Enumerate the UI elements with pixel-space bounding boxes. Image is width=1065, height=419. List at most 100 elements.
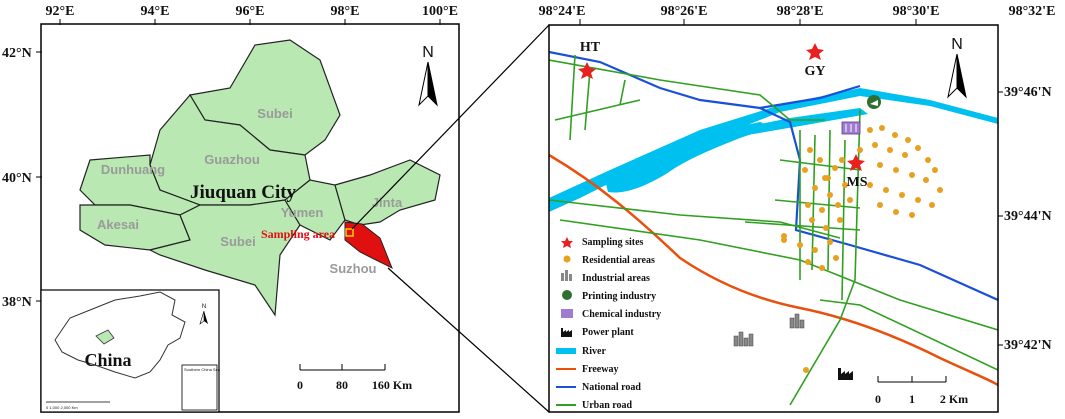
region-label: Guazhou	[204, 152, 260, 167]
inset-scale-text: 0 1,000 2,000 Km	[46, 405, 78, 410]
china-inset: Southern China Sea China N 0 1,000 2,000…	[40, 289, 221, 413]
lon-tick: 98°24'E	[539, 4, 586, 19]
site-label-ht: HT	[580, 40, 601, 55]
national-road	[549, 50, 998, 302]
inset-scs-box	[181, 364, 218, 411]
urban-roads	[549, 54, 998, 406]
dot-icon	[563, 255, 571, 263]
left-lat-ticks: 42°N 40°N 38°N	[2, 46, 42, 310]
right-lon-ticks: 98°24'E 98°26'E 98°28'E 98°30'E 98°32'E	[539, 4, 1056, 25]
region-label: Subei	[257, 106, 292, 121]
lon-tick: 98°28'E	[777, 4, 824, 19]
connector-line	[351, 24, 550, 230]
printing-icon	[562, 290, 572, 300]
lat-tick: 38°N	[2, 295, 32, 310]
national-road-north	[759, 84, 861, 110]
river	[549, 88, 998, 212]
legend-item: Sampling sites	[561, 237, 644, 248]
site-label-gy: GY	[805, 64, 826, 79]
lat-tick: 40°N	[2, 171, 32, 186]
legend-label: River	[582, 346, 606, 357]
legend-label: Industrial areas	[582, 273, 650, 284]
region-label: Subei	[220, 234, 255, 249]
lon-tick: 100°E	[422, 4, 458, 19]
site-label-ms: MS	[847, 175, 868, 190]
star-icon	[561, 237, 573, 248]
legend-item: Urban road	[556, 400, 633, 411]
sampling-area-label: Sampling area	[261, 227, 335, 241]
legend-item: Chemical industry	[561, 309, 661, 320]
river-branch	[720, 108, 868, 138]
scale-tick: 1	[909, 392, 915, 406]
legend-label: Chemical industry	[582, 309, 661, 320]
left-map-frame	[40, 23, 460, 413]
left-north-arrow-icon: N	[418, 44, 438, 107]
legend-label: Power plant	[582, 327, 634, 338]
sampling-box	[345, 228, 354, 237]
inset-scs-label: Southern China Sea	[184, 367, 221, 372]
lat-tick: 42°N	[2, 46, 32, 61]
factory-icon	[561, 328, 572, 337]
legend-item: Printing industry	[562, 290, 656, 302]
connector-line	[387, 267, 550, 413]
legend-item: Industrial areas	[561, 270, 650, 284]
region-label: Yumen	[281, 205, 324, 220]
legend-item: National road	[556, 382, 641, 393]
lon-tick: 98°26'E	[661, 4, 708, 19]
left-scale-bar: 0 80 160 Km	[297, 364, 412, 392]
lon-tick: 94°E	[141, 4, 170, 19]
legend-label: Sampling sites	[582, 237, 644, 248]
site-star-gy	[806, 43, 824, 60]
legend-item: Freeway	[556, 364, 618, 375]
lon-tick: 96°E	[236, 4, 265, 19]
lon-tick: 98°32'E	[1009, 4, 1056, 19]
right-map: 98°24'E 98°26'E 98°28'E 98°30'E 98°32'E …	[539, 4, 1056, 413]
right-north-arrow-icon: N	[947, 36, 967, 99]
region-label: Jinta	[372, 195, 403, 210]
region-label: Suzhou	[330, 261, 377, 276]
scale-tick: 160 Km	[372, 378, 412, 392]
lon-tick: 92°E	[46, 4, 75, 19]
lat-tick: 39°46'N	[1004, 85, 1052, 100]
scale-tick: 2 Km	[940, 392, 968, 406]
inset-china-label: China	[84, 350, 131, 370]
building-icon	[561, 270, 572, 281]
industrial-areas-icon	[733, 313, 805, 347]
legend-label: Urban road	[582, 400, 633, 411]
legend-item: Power plant	[561, 327, 634, 338]
residential-dots	[781, 125, 943, 373]
freeway	[549, 153, 998, 387]
region-subei-south	[148, 199, 301, 317]
legend-label: National road	[582, 382, 641, 393]
right-scale-bar: 0 1 2 Km	[875, 376, 968, 406]
site-star-ht	[578, 62, 596, 79]
power-plant-icon	[838, 368, 853, 380]
sampling-sites	[578, 43, 865, 171]
lon-tick: 98°E	[331, 4, 360, 19]
lat-tick: 39°42'N	[1004, 338, 1052, 353]
printing-industry-icon	[867, 95, 881, 109]
river-swatch	[556, 348, 576, 354]
legend: Sampling sites Residential areas Industr…	[556, 237, 661, 411]
north-label: N	[951, 36, 963, 53]
left-lon-ticks: 92°E 94°E 96°E 98°E 100°E	[46, 4, 458, 25]
jiuquan-regions	[79, 39, 441, 317]
north-label: N	[422, 44, 434, 61]
lake	[605, 122, 764, 193]
lon-tick: 98°30'E	[893, 4, 940, 19]
inset-highlight	[95, 329, 115, 345]
city-label: Jiuquan City	[190, 182, 297, 203]
scale-tick: 0	[297, 378, 303, 392]
region-label: Dunhuang	[101, 162, 165, 177]
site-star-ms	[847, 154, 865, 171]
legend-label: Residential areas	[582, 255, 655, 266]
legend-label: Printing industry	[582, 291, 656, 302]
legend-label: Freeway	[582, 364, 618, 375]
scale-tick: 0	[875, 392, 881, 406]
right-lat-ticks: 39°46'N 39°44'N 39°42'N	[998, 85, 1052, 353]
region-label: Akesai	[97, 217, 139, 232]
chemical-industry-icon	[841, 121, 861, 135]
legend-item: River	[556, 346, 606, 357]
right-map-frame	[548, 24, 999, 413]
